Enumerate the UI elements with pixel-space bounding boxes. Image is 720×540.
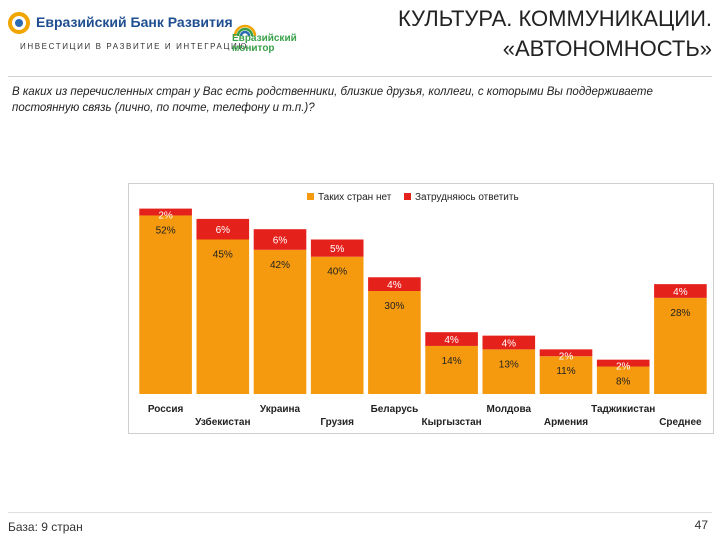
bar-difficult-9 bbox=[654, 284, 707, 298]
data-label-none-4: 30% bbox=[384, 301, 404, 312]
category-label-8: Таджикистан bbox=[591, 404, 655, 415]
page-number: 47 bbox=[694, 518, 708, 532]
data-label-difficult-7: 2% bbox=[559, 351, 574, 362]
category-label-5: Кыргызстан bbox=[421, 417, 481, 428]
category-label-2: Украина bbox=[260, 404, 301, 415]
data-label-difficult-5: 4% bbox=[444, 335, 459, 346]
data-label-none-2: 42% bbox=[270, 260, 290, 271]
bar-difficult-7 bbox=[539, 349, 593, 357]
legend-swatch-none bbox=[307, 193, 314, 200]
title-line2: «АВТОНОМНОСТЬ» bbox=[502, 36, 712, 61]
data-label-none-1: 45% bbox=[213, 250, 233, 261]
data-label-difficult-6: 4% bbox=[502, 339, 517, 350]
category-label-6: Молдова bbox=[487, 404, 532, 415]
data-label-none-6: 13% bbox=[499, 359, 519, 370]
data-label-difficult-3: 5% bbox=[330, 244, 345, 255]
legend-swatch-difficult bbox=[404, 193, 411, 200]
bar-difficult-1 bbox=[196, 218, 250, 240]
data-label-difficult-9: 4% bbox=[673, 287, 688, 298]
bank-tagline: ИНВЕСТИЦИИ В РАЗВИТИЕ И ИНТЕГРАЦИЮ bbox=[20, 42, 249, 51]
monitor-arc-icon bbox=[233, 24, 257, 37]
legend-label-none: Таких стран нет bbox=[318, 192, 392, 203]
bar-none-0 bbox=[139, 215, 192, 394]
title-line1: КУЛЬТУРА. КОММУНИКАЦИИ. bbox=[397, 6, 712, 31]
data-label-none-9: 28% bbox=[670, 308, 690, 319]
footer-divider bbox=[8, 512, 712, 513]
monitor-logo: Евразийский монитор bbox=[232, 14, 302, 56]
category-label-3: Грузия bbox=[320, 417, 354, 428]
bar-difficult-6 bbox=[482, 335, 536, 350]
data-label-none-8: 8% bbox=[616, 377, 631, 388]
category-label-7: Армения bbox=[544, 417, 588, 428]
data-label-difficult-4: 4% bbox=[387, 280, 402, 291]
bar-none-3 bbox=[310, 256, 364, 394]
bar-none-6 bbox=[482, 349, 536, 394]
chart-frame: Таких стран нет Затрудняюсь ответить 52% 2%… bbox=[128, 183, 714, 434]
data-label-difficult-2: 6% bbox=[273, 236, 288, 247]
footer-base: База: 9 стран bbox=[8, 520, 83, 534]
bar-none-1 bbox=[196, 239, 250, 394]
header-divider bbox=[8, 76, 712, 77]
monitor-line2: монитор bbox=[232, 43, 275, 54]
bank-logo-icon bbox=[8, 12, 30, 34]
legend-label-difficult: Затрудняюсь ответить bbox=[415, 192, 519, 203]
data-label-difficult-8: 2% bbox=[616, 362, 631, 373]
data-label-none-3: 40% bbox=[327, 267, 347, 278]
bar-none-4 bbox=[368, 291, 421, 394]
bank-logo: Евразийский Банк Развития ИНВЕСТИЦИИ В Р… bbox=[8, 8, 246, 56]
bar-none-5 bbox=[425, 345, 478, 394]
monitor-line1: Евразийский bbox=[232, 33, 297, 44]
bar-none-8 bbox=[596, 366, 650, 394]
bar-difficult-5 bbox=[425, 332, 478, 346]
question-text: В каких из перечисленных стран у Вас ест… bbox=[12, 86, 653, 114]
data-label-none-0: 52% bbox=[156, 225, 176, 236]
data-label-difficult-1: 6% bbox=[216, 225, 231, 236]
bar-difficult-8 bbox=[596, 359, 650, 367]
data-label-none-7: 11% bbox=[556, 366, 575, 377]
bar-none-9 bbox=[654, 297, 707, 394]
bar-difficult-2 bbox=[253, 229, 307, 250]
bar-difficult-3 bbox=[310, 239, 364, 257]
page-title: КУЛЬТУРА. КОММУНИКАЦИИ. «АВТОНОМНОСТЬ» bbox=[292, 4, 712, 64]
category-label-9: Среднее bbox=[659, 417, 702, 428]
bank-name: Евразийский Банк Развития bbox=[36, 14, 233, 30]
bar-difficult-0 bbox=[139, 208, 192, 216]
bar-none-7 bbox=[539, 356, 593, 394]
data-label-none-5: 14% bbox=[442, 356, 462, 367]
category-label-1: Узбекистан bbox=[195, 416, 250, 428]
bar-difficult-4 bbox=[368, 277, 421, 291]
data-label-difficult-0: 2% bbox=[158, 211, 173, 222]
monitor-text: Евразийский монитор bbox=[232, 34, 297, 54]
category-label-4: Беларусь bbox=[371, 404, 419, 415]
category-label-0: Россия bbox=[148, 404, 184, 415]
bar-none-2 bbox=[253, 249, 307, 394]
stacked-bar-chart: Таких стран нет Затрудняюсь ответить 52% 2%… bbox=[139, 192, 707, 428]
